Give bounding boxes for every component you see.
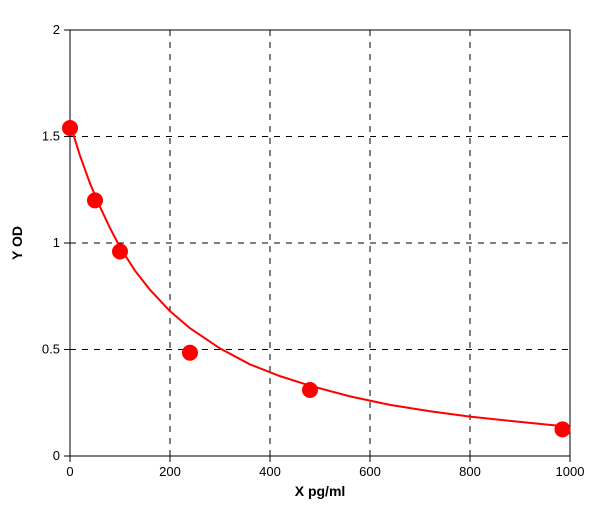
data-point: [112, 244, 128, 260]
data-point: [182, 345, 198, 361]
data-point: [62, 120, 78, 136]
data-point: [87, 192, 103, 208]
x-axis-label: X pg/ml: [295, 483, 346, 499]
y-axis-label: Y OD: [9, 226, 25, 260]
x-tick-label: 1000: [556, 464, 585, 479]
fit-curve: [70, 124, 563, 426]
y-tick-label: 1.5: [42, 129, 60, 144]
chart-container: 0 200 400 600 800 1000 0 0.5 1 1.5 2 X pg/ml Y OD: [0, 0, 600, 516]
data-point: [555, 421, 571, 437]
y-tick-label: 0: [53, 448, 60, 463]
y-tick-label: 2: [53, 22, 60, 37]
x-tick-label: 600: [359, 464, 381, 479]
x-tick-label: 200: [159, 464, 181, 479]
y-tick-label: 1: [53, 235, 60, 250]
x-tick-label: 800: [459, 464, 481, 479]
x-tick-label: 0: [66, 464, 73, 479]
chart-svg: 0 200 400 600 800 1000 0 0.5 1 1.5 2 X pg/ml Y OD: [0, 0, 600, 516]
y-tick-label: 0.5: [42, 342, 60, 357]
data-point: [302, 382, 318, 398]
x-tick-label: 400: [259, 464, 281, 479]
